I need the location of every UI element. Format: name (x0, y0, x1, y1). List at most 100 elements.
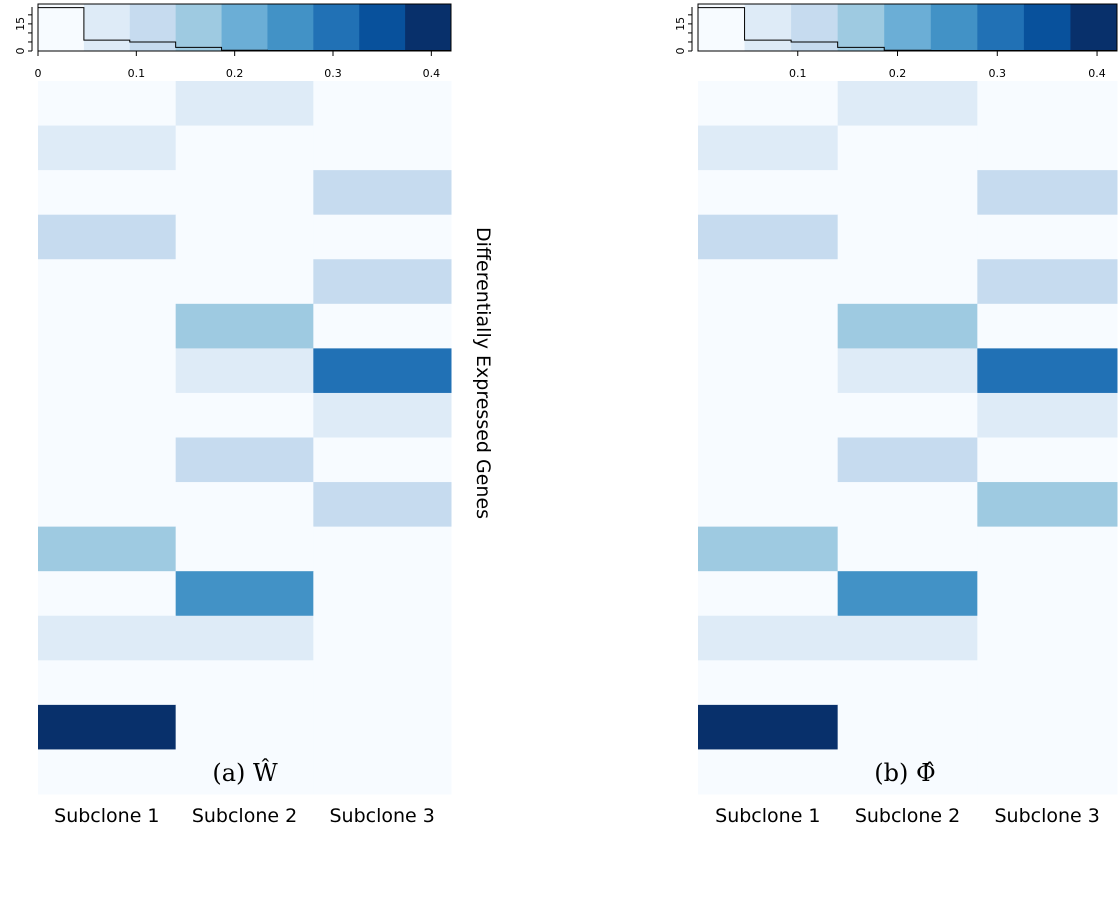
heatmap-cell (38, 348, 177, 394)
key-swatch (38, 4, 85, 51)
key-swatch (837, 4, 885, 51)
heatmap-cell (698, 125, 839, 171)
heatmap-cell (837, 259, 978, 305)
key-y-tick-label: 15 (14, 17, 27, 31)
heatmap-cell (38, 749, 177, 795)
heatmap-cell (38, 392, 177, 438)
key-swatch (930, 4, 978, 51)
heatmap-cell (837, 170, 978, 216)
caption-b: (b) Φ̂ (874, 759, 935, 787)
key-y-tick-label: 0 (674, 48, 687, 55)
heatmap-cell (977, 571, 1118, 617)
heatmap-cell (977, 303, 1118, 349)
key-x-tick-label: 0.3 (989, 67, 1007, 80)
heatmap-cell (837, 214, 978, 260)
heatmap-cell (38, 437, 177, 483)
heatmap-cell (38, 214, 177, 260)
heatmap-cell (977, 615, 1118, 661)
heatmap-cell (313, 615, 452, 661)
column-label: Subclone 1 (54, 805, 159, 827)
heatmap-cell (313, 348, 452, 394)
key-swatch (977, 4, 1025, 51)
heatmap-cell (977, 437, 1118, 483)
heatmap-cell (698, 660, 839, 706)
heatmap-cell (837, 392, 978, 438)
heatmap-cell (977, 704, 1118, 750)
heatmap-cell (313, 437, 452, 483)
heatmap-cell (313, 214, 452, 260)
key-swatch (744, 4, 792, 51)
heatmap-cell (698, 749, 839, 795)
key-y-tick-label: 0 (14, 48, 27, 55)
heatmap-cell (313, 482, 452, 528)
heatmap-cell (977, 214, 1118, 260)
heatmap-cell (977, 392, 1118, 438)
heatmap-cell (313, 571, 452, 617)
heatmap-cell (698, 437, 839, 483)
heatmap-cell (38, 303, 177, 349)
heatmap-cell (313, 170, 452, 216)
heatmap-cell (175, 81, 314, 127)
key-swatch (129, 4, 177, 51)
heatmap-cell (38, 571, 177, 617)
key-swatch (1070, 4, 1118, 51)
heatmap-cell (175, 392, 314, 438)
heatmap-cell (977, 482, 1118, 528)
heatmap-cell (837, 526, 978, 572)
heatmap-cell (313, 392, 452, 438)
heatmap-cell (175, 704, 314, 750)
heatmap-cell (38, 170, 177, 216)
heatmap-cell (38, 615, 177, 661)
column-label: Subclone 2 (855, 805, 960, 827)
column-label: Subclone 1 (715, 805, 820, 827)
heatmap-cell (313, 660, 452, 706)
heatmap-cell (313, 81, 452, 127)
heatmap-cell (977, 170, 1118, 216)
heatmap-cell (698, 704, 839, 750)
heatmap-cell (313, 704, 452, 750)
heatmap-cell (837, 348, 978, 394)
heatmap-cell (698, 170, 839, 216)
heatmap-cell (837, 125, 978, 171)
key-x-tick-label: 0.4 (423, 67, 441, 80)
heatmap-cell (698, 81, 839, 127)
heatmap-cell (977, 259, 1118, 305)
heatmap-cell (837, 81, 978, 127)
heatmap-cell (313, 259, 452, 305)
heatmap-cell (837, 437, 978, 483)
heatmap-cell (698, 482, 839, 528)
heatmap-cell (977, 81, 1118, 127)
heatmap-cell (837, 749, 978, 795)
heatmap-cell (698, 526, 839, 572)
key-swatch (698, 4, 746, 51)
key-swatch (313, 4, 360, 51)
heatmap-cell (175, 125, 314, 171)
heatmap-cell (698, 303, 839, 349)
key-swatch (221, 4, 268, 51)
key-y-tick-label: 15 (674, 17, 687, 31)
heatmap-cell (698, 392, 839, 438)
heatmap-cell (977, 749, 1118, 795)
heatmap-cell (698, 259, 839, 305)
panel-b: 0 15 0.1 0.2 0.3 0.4 Subclone 1 Subclone 2 Subcl… (674, 3, 1118, 827)
heatmap-cell (313, 526, 452, 572)
heatmap-cell (38, 526, 177, 572)
column-label: Subclone 2 (192, 805, 297, 827)
heatmap-cell (175, 437, 314, 483)
heatmap-cell (175, 259, 314, 305)
row-axis-label: Differentially Expressed Genes (472, 227, 494, 519)
heatmap-cell (837, 303, 978, 349)
heatmap-cell (38, 259, 177, 305)
key-swatch (884, 4, 932, 51)
heatmap-cell (38, 482, 177, 528)
caption-a: (a) Ŵ (212, 758, 278, 787)
heatmap-cell (175, 170, 314, 216)
key-x-tick-label: 0.1 (128, 67, 146, 80)
heatmap-cell (837, 615, 978, 661)
heatmap-cell (698, 348, 839, 394)
heatmap-cell (977, 125, 1118, 171)
panel-a: 0 15 0 0.1 0.2 0.3 0.4 Subclone 1 Subclone 2 Subc… (14, 3, 452, 827)
heatmap-cell (175, 482, 314, 528)
key-x-tick-label: 0.4 (1088, 67, 1106, 80)
